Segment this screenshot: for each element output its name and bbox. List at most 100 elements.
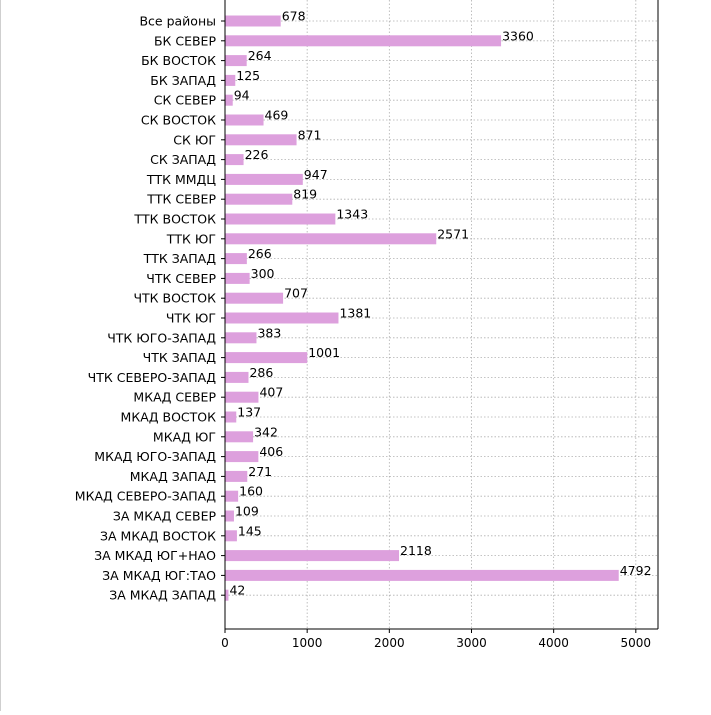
value-label: 469 [265,108,289,123]
bar [225,371,249,383]
value-label: 947 [304,167,328,182]
bar [225,431,254,443]
bar [225,391,259,403]
bar [225,352,308,364]
value-label: 145 [238,523,262,538]
category-label: МКАД ЗАПАД [130,469,216,484]
x-tick-label: 4000 [538,636,569,650]
bar [225,510,234,522]
value-label: 819 [293,187,317,202]
x-tick-label: 3000 [456,636,487,650]
bar [225,451,259,463]
bar [225,213,336,225]
bar [225,490,239,502]
category-label: ЗА МКАД ВОСТОК [100,528,216,543]
bars [225,15,619,601]
bar [225,193,293,205]
category-label: ЧТК ЮГ [166,311,216,326]
category-label: СК ЗАПАД [150,152,216,167]
grid [225,0,658,629]
category-label: ЗА МКАД СЕВЕР [113,509,217,524]
x-tick-label: 1000 [292,636,323,650]
bar [225,94,233,106]
bar [225,530,237,542]
bar [225,74,236,86]
bar [225,233,437,245]
value-label: 3360 [502,28,534,43]
category-label: ЧТК ЗАПАД [143,350,217,365]
value-label: 271 [248,464,272,479]
bar [225,35,502,47]
bar [225,134,297,146]
category-label: ЧТК СЕВЕРО-ЗАПАД [88,370,217,385]
bar [225,312,339,324]
window-edge [0,0,1,711]
bar [225,55,247,67]
x-tick-label: 0 [221,636,229,650]
axes [221,0,659,633]
category-label: ЧТК СЕВЕР [146,271,216,286]
value-label: 300 [251,266,275,281]
value-label: 406 [259,444,283,459]
category-label: ТТК ММДЦ [146,172,216,187]
value-label: 407 [259,385,283,400]
bar [225,470,248,482]
value-label: 109 [235,504,259,519]
bar [225,253,247,265]
category-label: МКАД ЮГО-ЗАПАД [94,449,216,464]
value-label: 266 [248,246,272,261]
value-label: 264 [248,48,272,63]
category-label: ТТК ВОСТОК [133,212,216,227]
category-label: МКАД СЕВЕР [133,390,216,405]
value-label: 94 [234,88,250,103]
bar [225,114,264,126]
bar [225,292,284,304]
value-label: 1001 [308,345,340,360]
category-label: МКАД ВОСТОК [121,410,217,425]
value-label: 1343 [336,207,368,222]
category-label: ТТК ЗАПАД [143,251,217,266]
category-label: СК ЮГ [173,132,216,147]
x-tick-label: 2000 [374,636,405,650]
value-label: 678 [282,9,306,24]
category-label: МКАД ЮГ [153,429,216,444]
category-label: МКАД СЕВЕРО-ЗАПАД [75,489,216,504]
value-label: 2571 [437,226,469,241]
bar [225,569,619,581]
category-label: Все районы [139,14,216,29]
value-label: 2118 [400,543,432,558]
category-label: БК ВОСТОК [141,53,216,68]
value-label: 1381 [339,306,371,321]
bar [225,411,237,423]
category-label: ТТК ЮГ [166,231,216,246]
bar [225,272,250,284]
value-label: 286 [249,365,273,380]
category-label: ЗА МКАД ЮГ+НАО [94,548,216,563]
value-label: 4792 [620,563,652,578]
category-label: СК СЕВЕР [154,93,217,108]
labels: Все районы 678 БК СЕВЕР 3360 БК ВОСТОК 264 БК … [75,9,652,651]
value-label: 342 [254,424,278,439]
bar [225,154,244,166]
category-label: БК СЕВЕР [154,33,217,48]
bar [225,332,257,344]
bar [225,550,400,562]
value-label: 160 [239,484,263,499]
value-label: 125 [236,68,260,83]
value-label: 871 [298,127,322,142]
value-label: 707 [284,286,308,301]
value-label: 42 [229,583,245,598]
bar [225,15,281,27]
bar [225,589,229,601]
value-label: 383 [257,325,281,340]
category-label: БК ЗАПАД [150,73,216,88]
category-label: ЗА МКАД ЮГ:ТАО [102,568,216,583]
category-label: СК ВОСТОК [141,113,216,128]
category-label: ЧТК ВОСТОК [133,291,216,306]
category-label: ЗА МКАД ЗАПАД [109,588,216,603]
bar [225,173,303,185]
value-label: 226 [245,147,269,162]
x-tick-label: 5000 [621,636,652,650]
